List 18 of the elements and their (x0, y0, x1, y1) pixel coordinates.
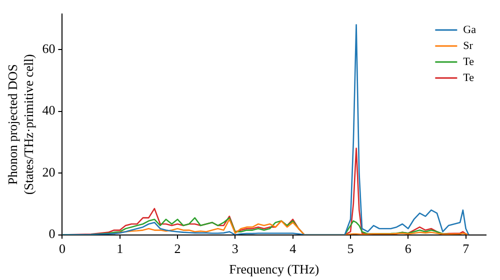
y-axis-title: Phonon projected DOS (States/THz·primitive cell) (5, 54, 36, 195)
y-tick-label: 60 (42, 40, 56, 56)
x-tick-label: 6 (404, 241, 412, 256)
x-tick-label: 3 (232, 241, 238, 256)
x-axis-title: Frequency (THz) (229, 262, 320, 277)
y-tick-label: 40 (42, 102, 56, 118)
x-tick-label: 2 (174, 241, 181, 256)
x-tick-label: 1 (116, 241, 124, 256)
x-tick-label: 7 (462, 241, 470, 256)
y-tick-label: 20 (42, 164, 56, 180)
y-tick-label: 0 (48, 226, 56, 242)
x-tick-label: 0 (58, 241, 66, 256)
legend-label: Te (463, 56, 474, 68)
legend-label: Sr (463, 40, 474, 52)
legend-label: Ga (463, 24, 476, 36)
legend-label: Te (463, 72, 474, 84)
x-tick-label: 5 (347, 241, 354, 256)
x-tick-label: 4 (290, 241, 297, 256)
